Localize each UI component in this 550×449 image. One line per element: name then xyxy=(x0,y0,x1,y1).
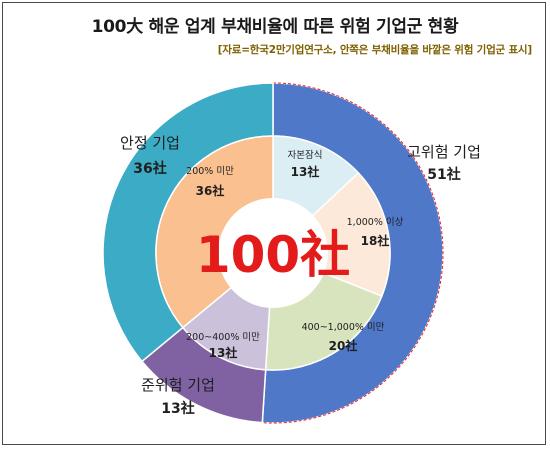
inner-slice-value: 13社 xyxy=(291,164,320,179)
inner-slice-label: 200% 미만 xyxy=(186,166,234,177)
inner-slice-label: 1,000% 이상 xyxy=(347,217,404,228)
inner-slice-value: 18社 xyxy=(361,233,390,248)
inner-slice-value: 13社 xyxy=(209,345,238,360)
inner-slice-label: 자본잠식 xyxy=(288,150,323,161)
chart-title: 100大 해운 업계 부채비율에 따른 위험 기업군 현황 xyxy=(91,17,459,37)
inner-slice-label: 200~400% 미만 xyxy=(186,332,260,343)
chart-subtitle: [자료=한국2만기업연구소, 안쪽은 부채비율을 바깥은 위험 기업군 표시] xyxy=(217,44,533,56)
outer-slice-value: 36社 xyxy=(133,160,166,177)
outer-slice-value: 51社 xyxy=(427,166,460,183)
inner-slice-value: 36社 xyxy=(196,183,225,198)
outer-slice-value: 13社 xyxy=(161,400,194,417)
chart-labels: 고위험 기업 51社 준위험 기업 13社 안정 기업 36社 자본잠식 13社 1,000% … xyxy=(120,134,481,417)
inner-slice-value: 20社 xyxy=(329,338,358,353)
inner-slice-label: 400~1,000% 미만 xyxy=(302,322,385,333)
outer-slice-label: 안정 기업 xyxy=(120,134,180,152)
center-total-label: 100社 xyxy=(196,226,350,284)
outer-slice-label: 준위험 기업 xyxy=(141,376,215,394)
donut-hole xyxy=(218,198,328,308)
outer-slice-label: 고위험 기업 xyxy=(407,143,481,161)
